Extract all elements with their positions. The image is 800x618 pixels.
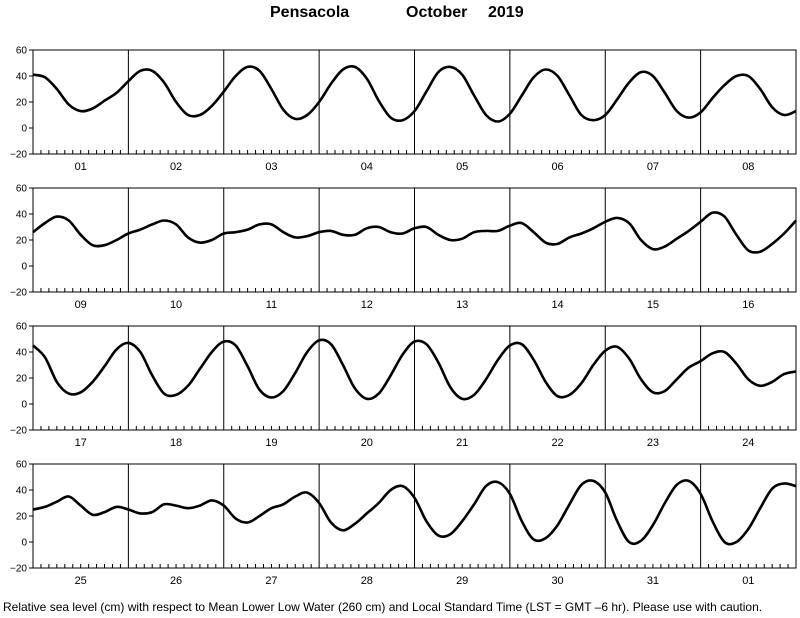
title-location: Pensacola: [270, 4, 350, 21]
y-tick-label: 40: [16, 486, 28, 497]
y-tick-label: 20: [16, 236, 28, 247]
day-label: 17: [75, 437, 87, 449]
y-tick-label: −20: [10, 564, 27, 575]
day-label: 09: [75, 299, 87, 311]
day-label: 16: [742, 299, 754, 311]
day-label: 31: [647, 575, 659, 587]
y-tick-label: 60: [16, 322, 28, 333]
y-tick-label: 20: [16, 374, 28, 385]
day-label: 27: [265, 575, 277, 587]
day-label: 15: [647, 299, 659, 311]
day-label: 07: [647, 161, 659, 173]
day-label: 23: [647, 437, 659, 449]
day-label: 20: [361, 437, 373, 449]
day-label: 25: [75, 575, 87, 587]
y-tick-label: 20: [16, 98, 28, 109]
y-tick-label: 60: [16, 46, 28, 57]
day-label: 02: [170, 161, 182, 173]
day-label: 24: [742, 437, 754, 449]
chart-title: Pensacola October 2019: [0, 4, 800, 26]
y-tick-label: 0: [21, 538, 27, 549]
day-label: 03: [265, 161, 277, 173]
day-label: 05: [456, 161, 468, 173]
y-tick-label: 60: [16, 460, 28, 471]
y-tick-label: 40: [16, 210, 28, 221]
y-tick-label: −20: [10, 150, 27, 161]
day-label: 19: [265, 437, 277, 449]
title-month: October: [406, 4, 468, 21]
day-label: 18: [170, 437, 182, 449]
sea-level-line: [32, 64, 797, 123]
y-tick-label: 0: [21, 400, 27, 411]
day-label: 11: [266, 299, 277, 311]
sea-level-line: [32, 479, 797, 546]
day-label: 04: [361, 161, 373, 173]
y-tick-label: −20: [10, 288, 27, 299]
y-tick-label: 20: [16, 512, 28, 523]
day-label: 06: [551, 161, 563, 173]
y-tick-label: 0: [21, 262, 27, 273]
sea-level-line: [32, 338, 797, 401]
day-label: 01: [75, 161, 87, 173]
day-label: 10: [170, 299, 182, 311]
day-label: 26: [170, 575, 182, 587]
y-tick-label: 40: [16, 348, 28, 359]
day-label: 13: [456, 299, 468, 311]
footnote: Relative sea level (cm) with respect to …: [3, 600, 763, 614]
day-label: 12: [361, 299, 373, 311]
y-tick-label: 60: [16, 184, 28, 195]
title-year: 2019: [488, 4, 524, 21]
y-tick-label: 0: [21, 124, 27, 135]
day-label: 01: [742, 575, 754, 587]
day-label: 14: [551, 299, 563, 311]
y-tick-label: 40: [16, 72, 28, 83]
day-label: 21: [456, 437, 468, 449]
day-label: 28: [361, 575, 373, 587]
day-label: 22: [551, 437, 563, 449]
y-tick-label: −20: [10, 426, 27, 437]
sea-level-line: [32, 211, 797, 254]
day-label: 30: [551, 575, 563, 587]
day-label: 29: [456, 575, 468, 587]
day-label: 08: [742, 161, 754, 173]
